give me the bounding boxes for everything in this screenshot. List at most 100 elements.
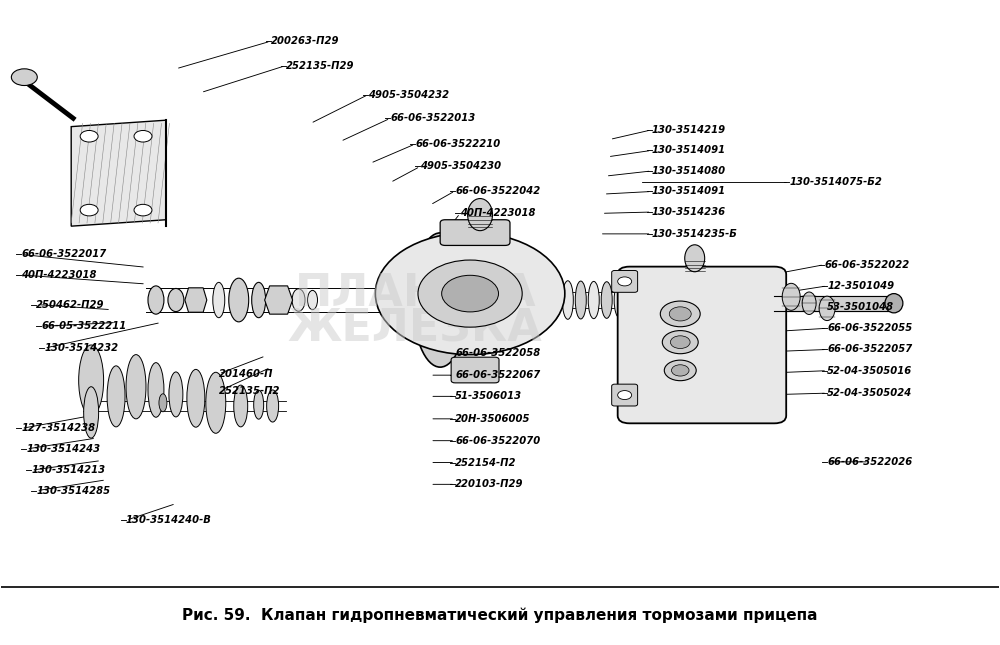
Text: 66-06-3522058: 66-06-3522058: [455, 348, 540, 359]
Ellipse shape: [308, 290, 318, 310]
Circle shape: [618, 277, 632, 286]
Circle shape: [618, 391, 632, 399]
Text: 130-3514213: 130-3514213: [31, 465, 105, 475]
Text: 201460-П: 201460-П: [219, 369, 273, 379]
Circle shape: [664, 360, 696, 381]
Circle shape: [11, 69, 37, 86]
Text: 250462-П29: 250462-П29: [36, 299, 105, 310]
Text: 66-06-3522013: 66-06-3522013: [390, 114, 476, 123]
Text: 130-3514285: 130-3514285: [36, 486, 110, 496]
Ellipse shape: [468, 199, 493, 231]
Text: 252154-П2: 252154-П2: [455, 457, 517, 468]
Text: 130-3514232: 130-3514232: [44, 343, 118, 353]
Text: 66-05-3522211: 66-05-3522211: [41, 321, 127, 332]
Ellipse shape: [292, 289, 305, 312]
Ellipse shape: [79, 345, 104, 415]
Circle shape: [375, 233, 565, 355]
Circle shape: [418, 260, 522, 327]
Ellipse shape: [802, 292, 816, 315]
Text: 40П-4223018: 40П-4223018: [21, 270, 97, 280]
Text: 127-3514238: 127-3514238: [21, 424, 95, 433]
Ellipse shape: [413, 233, 468, 367]
Ellipse shape: [84, 387, 99, 438]
Text: 4905-3504230: 4905-3504230: [420, 161, 501, 172]
Polygon shape: [185, 288, 207, 312]
Text: 66-06-3522022: 66-06-3522022: [824, 260, 909, 270]
Text: 130-3514075-Б2: 130-3514075-Б2: [789, 177, 882, 188]
Text: 51-3506013: 51-3506013: [455, 392, 522, 401]
Circle shape: [80, 130, 98, 142]
Ellipse shape: [885, 293, 903, 313]
Circle shape: [134, 130, 152, 142]
Text: 66-06-3522067: 66-06-3522067: [455, 370, 540, 380]
Circle shape: [80, 204, 98, 216]
FancyBboxPatch shape: [440, 220, 510, 246]
Ellipse shape: [685, 245, 705, 272]
Ellipse shape: [206, 372, 226, 433]
Ellipse shape: [213, 283, 225, 318]
Text: 40П-4223018: 40П-4223018: [460, 208, 536, 218]
Ellipse shape: [627, 283, 638, 318]
Text: 220103-П29: 220103-П29: [455, 479, 524, 490]
Ellipse shape: [126, 355, 146, 419]
Text: 20Н-3506005: 20Н-3506005: [455, 414, 531, 424]
Text: ПЛАНЕТА: ПЛАНЕТА: [294, 272, 536, 315]
Ellipse shape: [536, 280, 547, 320]
Text: 130-3514243: 130-3514243: [26, 444, 100, 454]
Polygon shape: [265, 286, 293, 314]
Text: 53-3501048: 53-3501048: [827, 302, 894, 312]
Text: 4905-3504232: 4905-3504232: [368, 90, 449, 99]
Text: 66-06-3522055: 66-06-3522055: [827, 323, 912, 333]
FancyBboxPatch shape: [612, 270, 638, 292]
Text: 12-3501049: 12-3501049: [827, 281, 894, 291]
Text: 52-04-3505016: 52-04-3505016: [827, 366, 912, 375]
Circle shape: [442, 275, 499, 312]
Ellipse shape: [614, 282, 625, 318]
Ellipse shape: [148, 362, 164, 417]
FancyBboxPatch shape: [451, 357, 499, 383]
Text: 66-06-3522026: 66-06-3522026: [827, 457, 912, 467]
Text: 130-3514080: 130-3514080: [652, 166, 726, 176]
Ellipse shape: [588, 281, 599, 319]
Text: 130-3514091: 130-3514091: [652, 145, 726, 155]
Circle shape: [671, 365, 689, 376]
Text: 130-3514236: 130-3514236: [652, 207, 726, 217]
Ellipse shape: [148, 286, 164, 314]
Ellipse shape: [782, 283, 800, 310]
Text: 200263-П29: 200263-П29: [271, 36, 339, 46]
Circle shape: [660, 301, 700, 327]
Ellipse shape: [169, 372, 183, 417]
Text: 66-06-3522017: 66-06-3522017: [21, 250, 107, 259]
Ellipse shape: [234, 385, 248, 427]
Text: ЖЕЛЕЗКА: ЖЕЛЕЗКА: [288, 308, 543, 350]
Text: 52-04-3505024: 52-04-3505024: [827, 388, 912, 398]
Text: 130-3514235-Б: 130-3514235-Б: [652, 229, 737, 239]
Ellipse shape: [229, 278, 249, 322]
Text: Рис. 59.  Клапан гидропневматический управления тормозами прицепа: Рис. 59. Клапан гидропневматический упра…: [182, 608, 818, 623]
Ellipse shape: [267, 390, 279, 422]
Text: 66-06-3522042: 66-06-3522042: [455, 186, 540, 196]
FancyBboxPatch shape: [618, 266, 786, 423]
Text: 66-06-3522070: 66-06-3522070: [455, 435, 540, 446]
Ellipse shape: [575, 281, 586, 319]
Text: 252135-П29: 252135-П29: [286, 61, 354, 70]
Circle shape: [134, 204, 152, 216]
Text: 66-06-3522057: 66-06-3522057: [827, 344, 912, 355]
Circle shape: [670, 336, 690, 348]
Ellipse shape: [254, 390, 264, 419]
Ellipse shape: [562, 281, 573, 319]
Text: 130-3514240-В: 130-3514240-В: [126, 515, 212, 525]
Polygon shape: [71, 120, 166, 226]
Text: 130-3514219: 130-3514219: [652, 125, 726, 135]
Ellipse shape: [168, 288, 184, 312]
Ellipse shape: [819, 296, 835, 321]
Ellipse shape: [549, 281, 560, 320]
Ellipse shape: [187, 370, 205, 427]
Ellipse shape: [252, 283, 266, 318]
Ellipse shape: [107, 366, 125, 427]
Text: 130-3514091: 130-3514091: [652, 186, 726, 197]
Circle shape: [669, 307, 691, 321]
Ellipse shape: [159, 394, 167, 412]
Text: 252135-П2: 252135-П2: [219, 386, 280, 396]
Ellipse shape: [601, 282, 612, 319]
